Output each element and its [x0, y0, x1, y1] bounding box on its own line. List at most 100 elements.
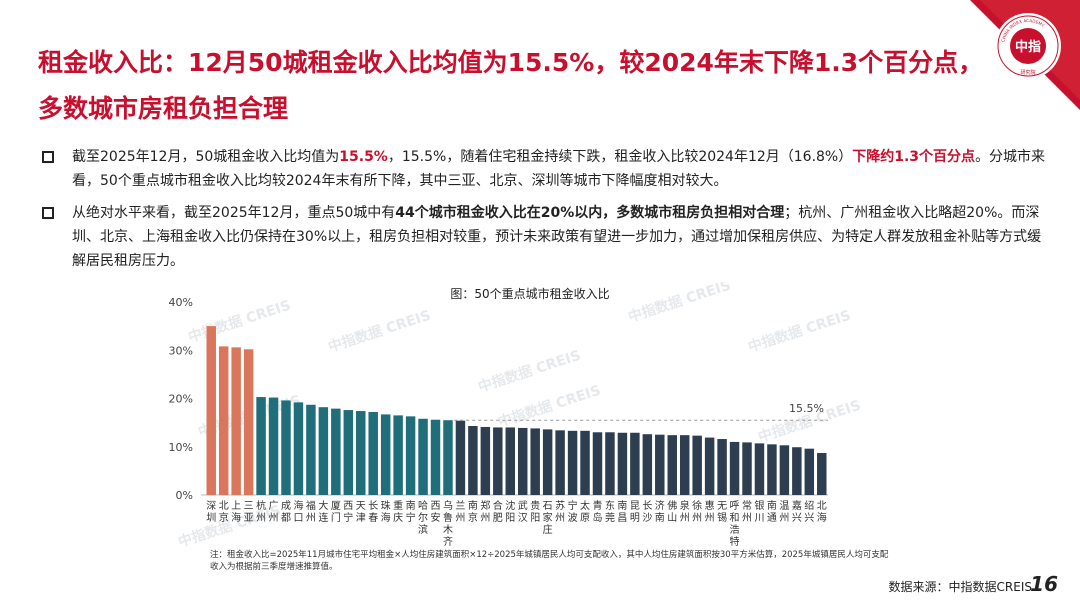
- x-tick-label: 惠州: [705, 499, 715, 524]
- bar-太原: [580, 430, 590, 495]
- bullet-list: 截至2025年12月，50城租金收入比均值为15.5%，15.5%，随着住宅租金…: [38, 145, 1048, 281]
- x-tick-label: 西安: [431, 501, 441, 524]
- bar-徐州: [692, 435, 702, 495]
- x-tick-label: 成都: [281, 500, 291, 524]
- bar-宁波: [567, 430, 578, 495]
- bullet-1-part-3: ，15.5%，随着住宅租金持续下跌，租金收入比较2024年12月（16.8%）: [387, 149, 853, 165]
- footnote: 注：租金收入比=2025年11月城市住宅平均租金×人均住房建筑面积×12÷202…: [210, 550, 889, 572]
- x-tick-label: 沈阳: [505, 499, 515, 524]
- bar-兰州: [455, 420, 466, 495]
- bar-惠州: [704, 437, 715, 495]
- bar-青岛: [592, 432, 603, 495]
- bar-乌鲁木齐: [443, 420, 453, 495]
- bar-绍兴: [804, 448, 815, 495]
- bullet-square-icon: [42, 207, 54, 219]
- bullet-square-icon: [42, 151, 54, 163]
- logo-emblem-icon: [1010, 28, 1046, 64]
- bar-广州: [268, 397, 279, 495]
- x-tick-label: 上海: [231, 500, 241, 524]
- logo-subtext: 研究院: [1020, 69, 1035, 76]
- bar-海口: [293, 402, 304, 495]
- x-tick-label: 南昌: [617, 499, 627, 524]
- chart-title: 图：50个重点城市租金收入比: [450, 286, 609, 301]
- x-tick-label: 东莞: [605, 499, 615, 524]
- y-tick-label: 30%: [169, 344, 193, 357]
- bullet-text-1: 截至2025年12月，50城租金收入比均值为15.5%，15.5%，随着住宅租金…: [72, 145, 1048, 193]
- bullet-2-part-3: ；杭州、广州租金收入比略超20%。而深圳、北京、上海租金收入比仍保持在30%以上…: [72, 205, 1042, 269]
- x-tick-label: 大连: [318, 499, 328, 524]
- bullet-item-2: 从绝对水平来看，截至2025年12月，重点50城中有44个城市租金收入比在20%…: [38, 201, 1048, 273]
- x-tick-label: 福州: [306, 499, 316, 524]
- bar-济南: [655, 434, 665, 495]
- x-tick-label: 济南: [655, 499, 665, 524]
- watermark-text: 中指数据 CREIS: [326, 307, 433, 356]
- bullet-2-part-1: 从绝对水平来看，截至2025年12月，重点50城中有: [72, 205, 396, 221]
- x-axis-labels: 深圳北京上海三亚杭州广州成都海口福州大连厦门西宁天津长春珠海重庆南宁哈尔滨西安乌…: [206, 499, 827, 548]
- x-tick-label: 苏州: [555, 499, 565, 524]
- bar-嘉兴: [792, 447, 802, 495]
- bar-南京: [468, 426, 478, 495]
- watermark-text: 中指数据 CREIS: [176, 502, 283, 551]
- bar-series: [206, 326, 827, 495]
- bar-上海: [231, 347, 241, 495]
- bar-深圳: [206, 326, 216, 495]
- x-tick-label: 海口: [293, 499, 303, 524]
- bullet-1-part-1: 截至2025年12月，50城租金收入比均值为: [72, 149, 340, 165]
- watermark-text: 中指数据 CREIS: [626, 282, 733, 326]
- bar-佛山: [667, 435, 677, 495]
- x-tick-label: 绍兴: [804, 499, 814, 524]
- bar-呼和浩特: [729, 441, 740, 495]
- x-tick-label: 温州: [779, 500, 789, 524]
- x-tick-label: 青岛: [592, 499, 602, 524]
- bullet-1-part-5: 。分城市来看，50个重点城市租金收入比均较2024年末有所下降，其中三亚、北京、…: [72, 149, 1046, 189]
- bullet-2-highlight: 44个城市租金收入比在20%以内，多数城市租房负担相对合理: [395, 205, 785, 221]
- bar-哈尔滨: [418, 418, 428, 495]
- x-tick-label: 重庆: [393, 499, 403, 524]
- x-tick-label: 厦门: [331, 500, 341, 524]
- bar-西安: [430, 419, 441, 495]
- bullet-item-1: 截至2025年12月，50城租金收入比均值为15.5%，15.5%，随着住宅租金…: [38, 145, 1048, 193]
- x-tick-label: 昆明: [630, 500, 640, 524]
- x-tick-label: 常州: [742, 499, 752, 524]
- bar-大连: [318, 407, 329, 495]
- bar-常州: [742, 442, 752, 495]
- bullet-text-2: 从绝对水平来看，截至2025年12月，重点50城中有44个城市租金收入比在20%…: [72, 201, 1048, 273]
- bar-南昌: [617, 432, 628, 495]
- bar-三亚: [243, 349, 254, 495]
- bar-长春: [368, 412, 378, 495]
- y-tick-label: 20%: [169, 393, 193, 406]
- x-tick-label: 宁波: [568, 499, 578, 524]
- x-tick-label: 长春: [368, 500, 378, 524]
- logo-text: 中指: [1015, 39, 1041, 55]
- x-tick-label: 郑州: [480, 499, 490, 524]
- bar-沈阳: [505, 427, 516, 495]
- bar-东莞: [605, 432, 615, 495]
- watermark-text: 中指数据 CREIS: [496, 382, 603, 431]
- bar-无锡: [717, 439, 727, 495]
- x-tick-label: 贵阳: [530, 499, 540, 524]
- y-tick-label: 10%: [169, 441, 193, 454]
- x-tick-label: 南京: [468, 499, 478, 524]
- x-tick-label: 天津: [356, 501, 366, 524]
- title-line-2: 多数城市房租负担合理: [38, 94, 289, 123]
- x-tick-label: 银川: [754, 499, 764, 524]
- x-tick-label: 杭州: [256, 499, 266, 524]
- x-tick-label: 珠海: [381, 499, 391, 524]
- bar-天津: [356, 411, 366, 495]
- bullet-1-highlight-1: 15.5%: [339, 149, 388, 165]
- bar-武汉: [517, 427, 528, 495]
- x-tick-label: 太原: [580, 499, 590, 524]
- corner-logo-decoration: 中指 研究院 CHINA INDEX ACADEMY: [970, 0, 1080, 110]
- bar-厦门: [331, 408, 341, 495]
- bar-泉州: [679, 435, 690, 495]
- bar-南通: [767, 444, 777, 495]
- x-tick-label: 西宁: [343, 501, 353, 524]
- bar-温州: [779, 445, 790, 495]
- x-tick-label: 南通: [767, 499, 777, 524]
- bar-合肥: [493, 427, 503, 495]
- bar-昆明: [630, 432, 640, 495]
- x-tick-label: 兰州: [455, 499, 465, 524]
- bar-杭州: [256, 397, 266, 495]
- bar-贵阳: [530, 428, 540, 495]
- x-tick-label: 广州: [269, 500, 279, 524]
